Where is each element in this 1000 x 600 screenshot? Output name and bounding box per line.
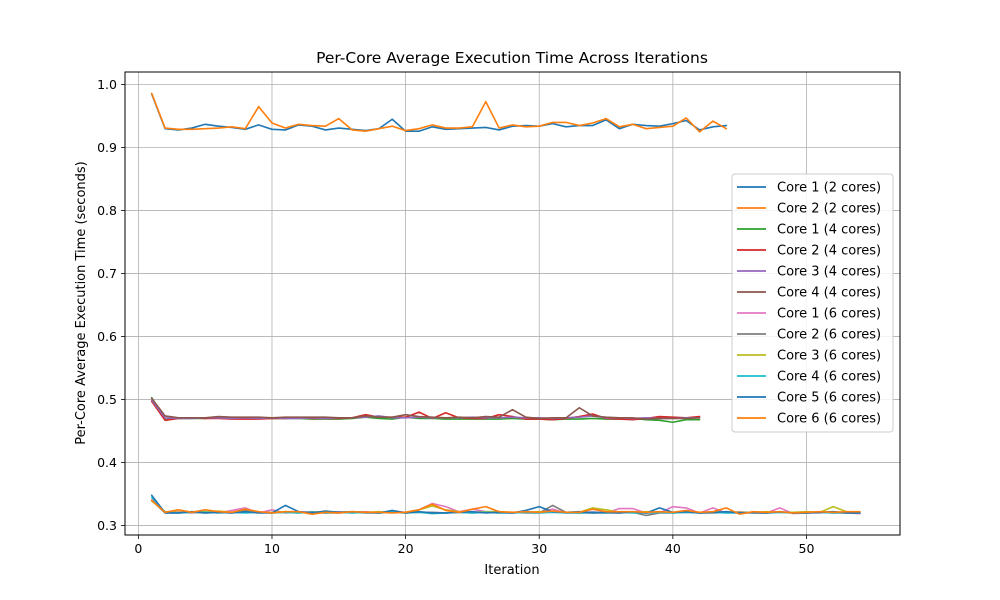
x-tick-label: 20 — [398, 541, 414, 556]
legend-label: Core 3 (6 cores) — [777, 349, 881, 364]
x-tick-label: 30 — [531, 541, 547, 556]
legend: Core 1 (2 cores) Core 2 (2 cores) Core 1 (… — [731, 173, 894, 433]
x-tick-label: 0 — [134, 541, 142, 556]
x-axis: 0 10 20 30 40 50 — [134, 535, 814, 556]
y-tick-label: 0.3 — [97, 518, 117, 533]
series-layer — [150, 92, 861, 517]
legend-label: Core 4 (4 cores) — [777, 286, 881, 301]
plot-frame — [124, 71, 901, 536]
y-tick-label: 0.7 — [97, 266, 117, 281]
legend-label: Core 4 (6 cores) — [777, 370, 881, 385]
legend-frame — [731, 173, 894, 433]
y-axis: 0.3 0.4 0.5 0.6 0.7 0.8 0.9 1.0 — [97, 77, 125, 533]
legend-label: Core 1 (2 cores) — [777, 181, 881, 196]
legend-label: Core 2 (2 cores) — [777, 202, 881, 217]
y-tick-label: 0.9 — [97, 140, 117, 155]
y-axis-label: Per-Core Average Execution Time (seconds… — [74, 161, 89, 444]
series-line-1 — [150, 93, 728, 133]
series-line-6 — [150, 397, 701, 420]
legend-label: Core 1 (6 cores) — [777, 307, 881, 322]
y-tick-label: 0.8 — [97, 203, 117, 218]
legend-label: Core 5 (6 cores) — [777, 391, 881, 406]
x-tick-label: 50 — [799, 541, 815, 556]
chart-title: Per-Core Average Execution Time Across I… — [316, 49, 708, 67]
series-line-11 — [150, 494, 861, 514]
x-tick-label: 40 — [665, 541, 681, 556]
legend-label: Core 1 (4 cores) — [777, 223, 881, 238]
y-tick-label: 0.6 — [97, 329, 117, 344]
series-line-12 — [150, 499, 861, 516]
legend-label: Core 2 (6 cores) — [777, 328, 881, 343]
y-tick-label: 0.5 — [97, 392, 117, 407]
series-line-9 — [150, 500, 861, 514]
x-tick-label: 10 — [264, 541, 280, 556]
y-tick-label: 0.4 — [97, 455, 117, 470]
x-axis-label: Iteration — [484, 563, 539, 578]
y-tick-label: 1.0 — [97, 77, 117, 92]
series-line-2 — [150, 92, 728, 133]
legend-label: Core 3 (4 cores) — [777, 265, 881, 280]
legend-label: Core 2 (4 cores) — [777, 244, 881, 259]
legend-label: Core 6 (6 cores) — [777, 412, 881, 427]
